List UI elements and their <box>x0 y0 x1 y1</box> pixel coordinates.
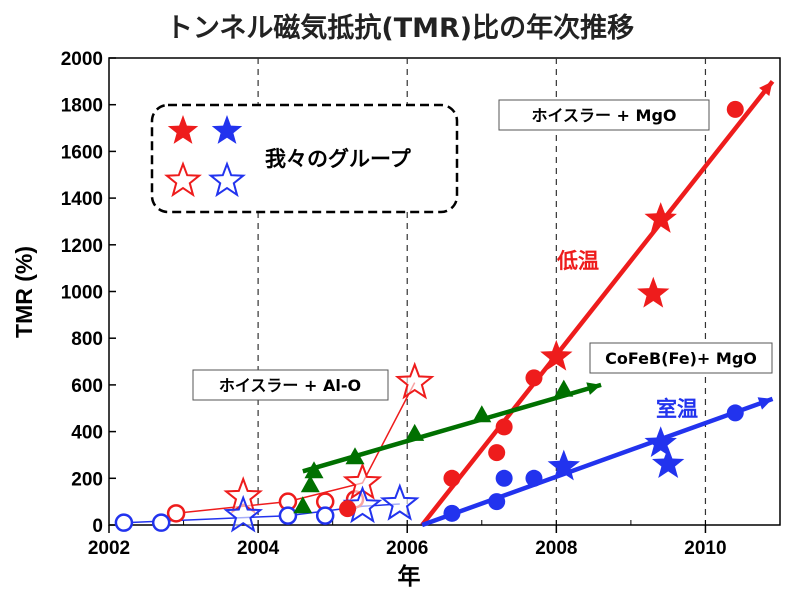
triangle-point <box>304 461 324 479</box>
y-tick-label: 1000 <box>61 283 103 304</box>
legend: 我々のグループ <box>150 103 459 214</box>
filled-circle-point <box>488 444 506 462</box>
legend-label: 我々のグループ <box>265 147 412 171</box>
annotation-box-heusler-alo <box>192 369 389 401</box>
filled-circle-point <box>525 469 543 487</box>
triangle-point <box>554 379 574 397</box>
triangle-point <box>300 475 320 493</box>
annotation-room-temp: 室温 <box>656 397 698 421</box>
triangle-point <box>405 423 425 441</box>
y-tick-label: 0 <box>92 516 103 537</box>
trend-line <box>420 79 775 527</box>
x-tick-label: 2010 <box>684 538 726 559</box>
annotation-heusler-mgo: ホイスラー + MgO <box>531 106 676 125</box>
legend-open-blue-star <box>208 161 246 198</box>
y-tick-label: 1800 <box>61 96 103 117</box>
triangle-point <box>293 496 313 514</box>
filled-circle-point <box>525 369 543 387</box>
open-star-point <box>223 494 263 533</box>
filled-star-point <box>644 202 677 233</box>
x-axis-label: 年 <box>398 563 421 589</box>
trend-arrowhead <box>586 382 602 395</box>
x-tick-label: 2004 <box>237 538 280 559</box>
chart-title: トンネル磁気抵抗(TMR)比の年次推移 <box>166 12 634 44</box>
annotation-box-cofeb-mgo <box>589 342 773 374</box>
y-tick-label: 800 <box>71 329 103 350</box>
data-marks <box>114 100 744 533</box>
x-tick-label: 2006 <box>386 538 428 559</box>
legend-open-red-star <box>164 161 202 198</box>
open-star-point <box>394 361 435 400</box>
y-tick-label: 400 <box>71 423 103 444</box>
filled-star-point <box>540 339 573 371</box>
filled-star-point <box>644 426 677 457</box>
open-circle-point <box>166 504 186 523</box>
y-tick-label: 1400 <box>61 189 103 210</box>
filled-circle-point <box>726 404 744 422</box>
trend-arrowhead <box>759 81 773 96</box>
open-circle-point <box>278 506 298 525</box>
y-tick-label: 1200 <box>61 236 103 257</box>
open-circle-point <box>315 506 335 525</box>
filled-circle-point <box>726 100 744 118</box>
open-circle-point <box>151 513 171 532</box>
trend-arrowhead <box>757 397 773 410</box>
y-tick-label: 600 <box>71 376 103 397</box>
triangle-point <box>472 405 492 423</box>
legend-filled-blue-star <box>211 115 243 144</box>
annotation-heusler-alo: ホイスラー + Al-O <box>219 376 361 395</box>
filled-circle-point <box>488 493 506 511</box>
y-tick-label: 2000 <box>61 49 103 70</box>
annotation-cofeb-mgo: CoFeB(Fe)+ MgO <box>605 349 757 368</box>
x-tick-label: 2002 <box>88 538 130 559</box>
filled-circle-point <box>443 469 461 487</box>
triangle-point <box>345 447 365 465</box>
x-tick-label: 2008 <box>535 538 577 559</box>
open-circle-point <box>114 513 134 532</box>
filled-star-point <box>652 447 685 478</box>
filled-circle-point <box>495 469 513 487</box>
annotation-box-heusler-mgo <box>498 99 710 131</box>
axis-ticks: 2002 2004 2006 2008 2010 0 200 400 600 800 1000 120… <box>61 49 781 559</box>
y-tick-label: 1600 <box>61 142 103 163</box>
filled-circle-point <box>339 500 357 518</box>
annotation-low-temp: 低温 <box>556 249 599 273</box>
y-tick-label: 200 <box>71 469 103 490</box>
annotations: ホイスラー + MgO CoFeB(Fe)+ MgO ホイスラー + Al-O … <box>192 99 773 421</box>
trend-line <box>421 396 774 528</box>
filled-star-point <box>637 276 670 308</box>
filled-star-point <box>547 449 580 481</box>
filled-circle-point <box>495 418 513 436</box>
legend-filled-red-star <box>167 115 199 144</box>
filled-circle-point <box>443 504 461 522</box>
y-axis-label: TMR (%) <box>11 246 37 338</box>
connector-line <box>176 382 416 515</box>
open-star-point <box>379 483 420 521</box>
